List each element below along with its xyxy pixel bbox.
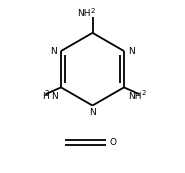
Text: N: N: [89, 108, 96, 117]
Text: NH: NH: [77, 9, 91, 18]
Text: NH: NH: [128, 92, 141, 101]
Text: N: N: [51, 92, 58, 101]
Text: 2: 2: [91, 8, 95, 14]
Text: N: N: [50, 47, 57, 56]
Text: H: H: [42, 92, 49, 101]
Text: 2: 2: [141, 90, 146, 96]
Text: 2: 2: [44, 90, 49, 96]
Text: O: O: [110, 138, 117, 147]
Text: N: N: [128, 47, 135, 56]
